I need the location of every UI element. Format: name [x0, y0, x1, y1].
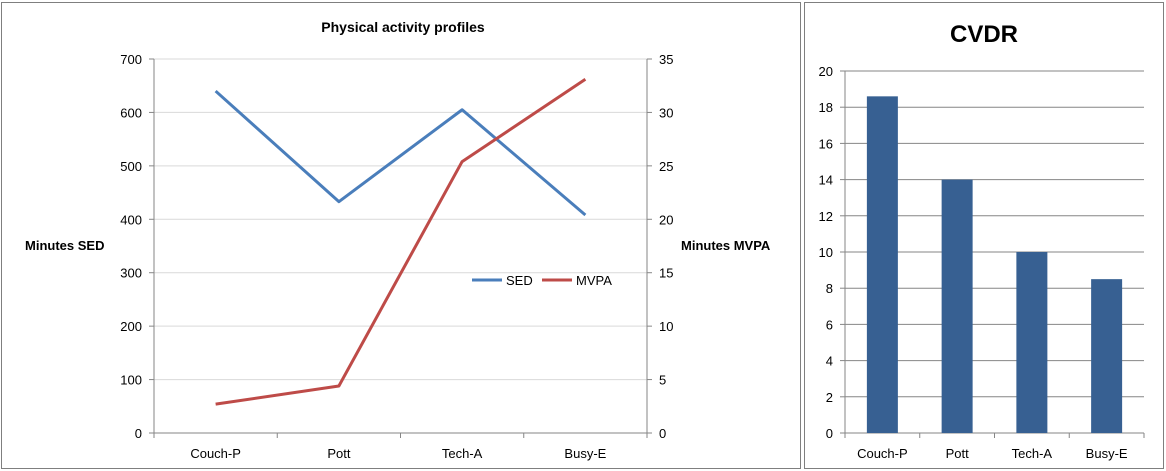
- x-tick-label: Pott: [327, 446, 351, 461]
- legend-label-mvpa: MVPA: [576, 273, 612, 288]
- line-chart-panel: Physical activity profiles Minutes SED M…: [1, 2, 801, 469]
- y-tick-label: 100: [120, 373, 142, 388]
- x-tick-label: Busy-E: [1086, 446, 1128, 461]
- y-tick-label: 4: [826, 354, 833, 369]
- bar-chart: CVDR 0 2 4 6 8 10 12 14 16 18 20 Couch-P Pott Tech-A B…: [819, 21, 1145, 461]
- left-axis-label: Minutes SED: [25, 238, 104, 253]
- bar-busy-e: [1091, 279, 1123, 433]
- y2-tick-label: 5: [659, 373, 666, 388]
- bar-pott: [941, 179, 973, 433]
- legend-label-sed: SED: [506, 273, 533, 288]
- y-tick-label: 8: [826, 281, 833, 296]
- bar-chart-panel: CVDR 0 2 4 6 8 10 12 14 16 18 20 Couch-P Pott Tech-A B…: [804, 2, 1164, 469]
- y-tick-label: 6: [826, 317, 833, 332]
- y2-tick-label: 0: [659, 426, 666, 441]
- bar-tech-a: [1016, 252, 1048, 433]
- x-tick-label: Tech-A: [442, 446, 483, 461]
- y-tick-label: 500: [120, 159, 142, 174]
- y2-tick-label: 20: [659, 212, 673, 227]
- y-tick-label: 2: [826, 390, 833, 405]
- x-tick-label: Couch-P: [857, 446, 908, 461]
- right-axis-label: Minutes MVPA: [681, 238, 771, 253]
- y-tick-label: 0: [826, 426, 833, 441]
- chart-title: Physical activity profiles: [321, 19, 485, 35]
- y-tick-label: 14: [819, 173, 833, 188]
- y-tick-label: 200: [120, 319, 142, 334]
- series-line-sed: [214, 89, 587, 217]
- y-tick-label: 20: [819, 64, 833, 79]
- y-tick-label: 700: [120, 52, 142, 67]
- x-tick-label: Tech-A: [1012, 446, 1053, 461]
- y-tick-label: 400: [120, 212, 142, 227]
- y2-tick-label: 10: [659, 319, 673, 334]
- legend: SED MVPA: [472, 273, 612, 288]
- y-tick-label: 300: [120, 266, 142, 281]
- chart-title: CVDR: [950, 21, 1018, 48]
- y-tick-label: 600: [120, 105, 142, 120]
- y2-tick-label: 35: [659, 52, 673, 67]
- line-chart: Physical activity profiles Minutes SED M…: [25, 19, 771, 461]
- y-tick-label: 12: [819, 209, 833, 224]
- series-line-mvpa: [215, 78, 587, 406]
- y2-tick-label: 25: [659, 159, 673, 174]
- y-tick-label: 18: [819, 100, 833, 115]
- y-tick-label: 10: [819, 245, 833, 260]
- x-tick-label: Couch-P: [190, 446, 241, 461]
- x-tick-label: Pott: [946, 446, 970, 461]
- y-tick-label: 0: [135, 426, 142, 441]
- y2-tick-label: 15: [659, 266, 673, 281]
- bar-couch-p: [866, 96, 898, 433]
- y2-tick-label: 30: [659, 105, 673, 120]
- y-tick-label: 16: [819, 136, 833, 151]
- x-tick-label: Busy-E: [564, 446, 606, 461]
